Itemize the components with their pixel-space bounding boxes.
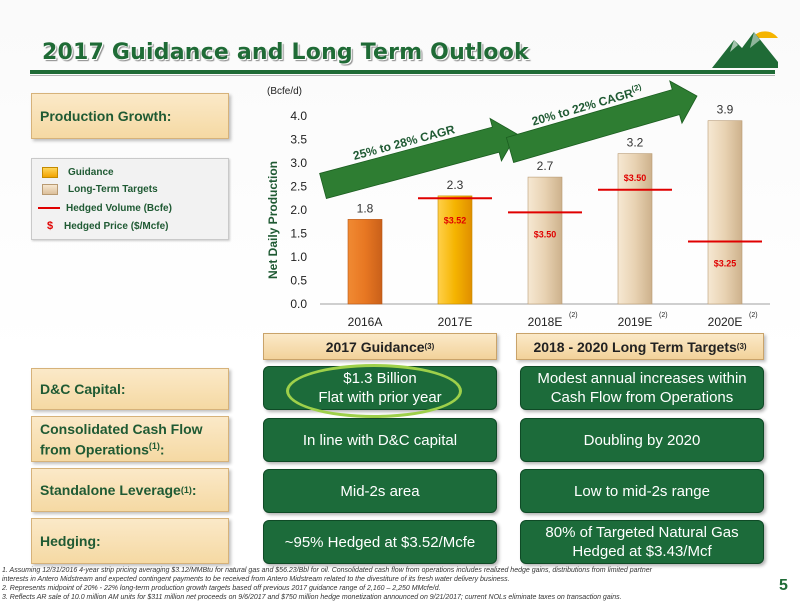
y-tick-label: 3.0 — [290, 156, 307, 170]
bar-value-label: 2.3 — [447, 178, 464, 192]
page-title: 2017 Guidance and Long Term Outlook — [42, 40, 529, 65]
bar-2016A — [347, 219, 383, 305]
x-tick-label: 2018E — [528, 315, 563, 329]
y-tick-label: 1.5 — [290, 227, 307, 241]
cash-flow-label: Consolidated Cash Flow from Operations(1… — [31, 416, 229, 462]
bar-value-label: 1.8 — [357, 201, 374, 215]
legend-item-guidance: Guidance — [42, 165, 114, 179]
cagr-arrow-2017: 25% to 28% CAGR — [319, 117, 518, 200]
standalone-leverage-label: Standalone Leverage (1): — [31, 468, 229, 512]
dc-capital-label: D&C Capital: — [31, 368, 229, 410]
bar-2020E — [707, 120, 743, 305]
header-long-term-targets: 2018 - 2020 Long Term Targets (3) — [516, 333, 764, 360]
hedging-label: Hedging: — [31, 518, 229, 564]
hedging-guidance-cell: ~95% Hedged at $3.52/Mcfe — [263, 520, 497, 564]
y-tick-label: 1.0 — [290, 250, 307, 264]
legend-swatch-guidance — [42, 166, 58, 178]
x-tick-note: (2) — [659, 312, 668, 319]
leverage-target-cell: Low to mid-2s range — [520, 469, 764, 513]
title-rule — [30, 70, 775, 74]
cashflow-target-cell: Doubling by 2020 — [520, 418, 764, 462]
bar-2019E — [617, 153, 653, 305]
x-tick-label: 2016A — [348, 315, 383, 329]
production-chart: (Bcfe/d) Net Daily Production 0.0 0.5 1.0 1.5… — [266, 80, 770, 329]
highlight-ellipse — [286, 364, 462, 418]
legend-label-guidance: Guidance — [68, 166, 114, 178]
bar-2017E — [437, 195, 473, 305]
y-tick-label: 0.5 — [290, 274, 307, 288]
footnote-1a: 1. Assuming 12/31/2016 4-year strip pric… — [2, 567, 652, 574]
legend-item-hedged-price: $ Hedged Price ($/Mcfe) — [42, 219, 169, 233]
footnote-1b: interests in Antero Midstream and expect… — [2, 576, 510, 583]
legend-item-hedged-volume: Hedged Volume (Bcfe) — [38, 201, 172, 215]
x-tick-label: 2019E — [618, 315, 653, 329]
cagr-arrow-2017-shape — [319, 117, 518, 200]
bar-value-label: 3.9 — [717, 103, 734, 117]
capital-target-cell: Modest annual increases within Cash Flow… — [520, 366, 764, 410]
page-number: 5 — [779, 577, 788, 594]
legend-swatch-dollar: $ — [46, 220, 54, 232]
legend-label-long-term: Long-Term Targets — [68, 183, 158, 195]
y-tick-label: 0.0 — [290, 297, 307, 311]
header-2017-guidance: 2017 Guidance (3) — [263, 333, 497, 360]
x-tick-note: (2) — [749, 312, 758, 319]
hedged-price-label: $3.50 — [624, 173, 647, 183]
footnote-2: 2. Represents midpoint of 20% - 22% long… — [2, 585, 441, 592]
legend-item-long-term: Long-Term Targets — [42, 182, 158, 196]
bar-value-label: 3.2 — [627, 136, 644, 150]
production-growth-label: Production Growth: — [31, 93, 229, 139]
x-tick-note: (2) — [569, 312, 578, 319]
leverage-guidance-cell: Mid-2s area — [263, 469, 497, 513]
hedged-price-label: $3.50 — [534, 229, 557, 239]
legend-label-hedged-price: Hedged Price ($/Mcfe) — [64, 220, 169, 232]
bar-value-label: 2.7 — [537, 159, 554, 173]
legend-swatch-long-term — [42, 183, 58, 195]
hedging-target-cell: 80% of Targeted Natural Gas Hedged at $3… — [520, 520, 764, 564]
chart-legend: Guidance Long-Term Targets Hedged Volume… — [31, 158, 229, 240]
y-tick-label: 2.0 — [290, 203, 307, 217]
y-tick-label: 3.5 — [290, 133, 307, 147]
y-tick-label: 2.5 — [290, 180, 307, 194]
chart-unit-label: (Bcfe/d) — [267, 86, 302, 97]
bar-2018E — [527, 176, 563, 305]
x-tick-label: 2020E — [708, 315, 743, 329]
legend-swatch-hedged-volume — [38, 207, 60, 209]
mountain-logo-icon — [712, 31, 778, 68]
cagr-arrow-long-term-shape — [505, 80, 698, 163]
hedged-price-label: $3.52 — [444, 215, 467, 225]
cagr-arrow-long-term: 20% to 22% CAGR(2) — [505, 80, 698, 163]
hedged-price-label: $3.25 — [714, 258, 737, 268]
x-tick-label: 2017E — [438, 315, 473, 329]
footnotes: 1. Assuming 12/31/2016 4-year strip pric… — [2, 566, 772, 602]
cashflow-guidance-cell: In line with D&C capital — [263, 418, 497, 462]
legend-label-hedged-volume: Hedged Volume (Bcfe) — [66, 202, 172, 214]
footnote-3: 3. Reflects AR sale of 10.0 million AM u… — [2, 594, 622, 601]
title-rule-shadow — [30, 75, 775, 76]
y-tick-label: 4.0 — [290, 109, 307, 123]
chart-y-axis-title: Net Daily Production — [266, 161, 280, 279]
